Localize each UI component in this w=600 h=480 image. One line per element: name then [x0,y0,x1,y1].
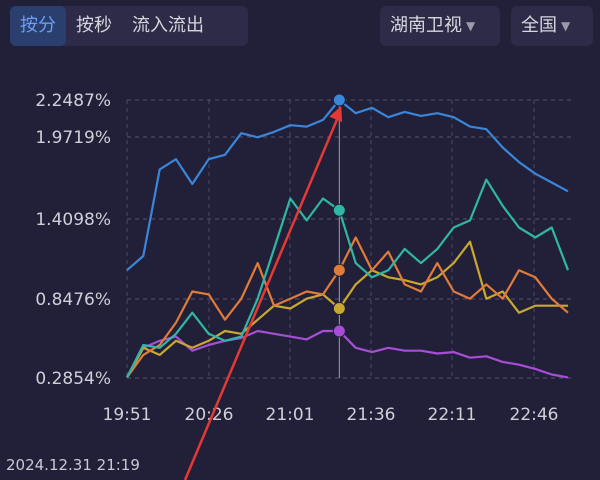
x-tick-label: 20:26 [185,405,234,425]
series-line-teal [126,178,570,378]
marker-orange [332,263,346,277]
region-select[interactable]: 全国 ▼ [511,6,593,46]
y-tick-label: 0.2854% [35,369,111,389]
y-tick-label: 2.2487% [35,91,111,111]
y-tick-label: 1.4098% [35,210,111,230]
tab-by-minute[interactable]: 按分 [10,6,66,46]
triangle-down-icon: ▼ [561,19,571,33]
region-select-label: 全国 [521,15,557,36]
annotation-arrow-shaft [183,113,341,480]
x-tick-label: 21:36 [347,405,396,425]
tab-by-second[interactable]: 按秒 [76,15,112,36]
x-tick-label: 22:46 [510,405,559,425]
timestamp: 2024.12.31 21:19 [6,456,140,474]
tab-bar: 按分 按秒 流入流出 [10,6,248,46]
x-tick-label: 22:11 [428,405,477,425]
y-tick-label: 0.8476% [35,290,111,310]
x-tick-label: 21:01 [266,405,315,425]
series-line-orange [126,236,569,379]
series-line-blue [126,98,569,272]
triangle-down-icon: ▼ [466,19,476,33]
marker-purple [332,324,346,338]
annotation-arrow-head [329,106,343,122]
series-line-purple [126,329,569,379]
series-line-yellow [126,240,568,378]
marker-blue [332,93,346,107]
x-tick-label: 19:51 [103,405,152,425]
y-tick-label: 1.9719% [35,128,111,148]
marker-yellow [332,301,346,315]
channel-select-label: 湖南卫视 [390,15,462,36]
tab-inflow-outflow[interactable]: 流入流出 [132,15,204,36]
marker-teal [332,203,346,217]
channel-select[interactable]: 湖南卫视 ▼ [380,6,500,46]
